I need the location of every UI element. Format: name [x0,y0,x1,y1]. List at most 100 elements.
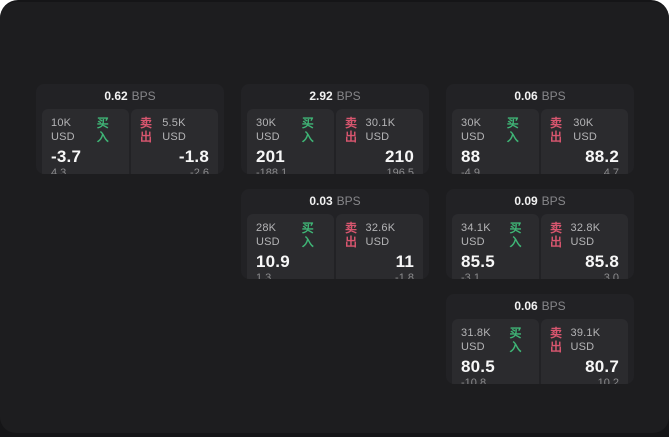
sell-label: 卖出 [345,221,358,249]
buy-change: -4.9 [461,167,480,174]
sell-change: -1.8 [395,272,414,279]
quote-card: 2.92 BPS 30K USD 买入 201 -188.1 卖出 30.1K … [241,84,429,174]
quote-card: 0.06 BPS 30K USD 买入 88 -4.9 卖出 30K USD 8… [446,84,634,174]
bps-value: 2.92 [309,89,333,103]
buy-amount: 28K USD [256,222,280,248]
buy-price: 88 [461,147,481,166]
buy-amount: 31.8K USD [461,327,491,353]
sell-label: 卖出 [550,326,563,354]
bps-value: 0.06 [514,299,538,313]
buy-price: -3.7 [51,147,82,166]
buy-change: -188.1 [256,167,288,174]
buy-label: 买入 [506,116,519,144]
buy-price: 10.9 [256,252,290,271]
buy-label: 买入 [301,116,314,144]
card-body: 30K USD 买入 201 -188.1 卖出 30.1K USD 210 1… [241,109,429,174]
sell-panel-header: 卖出 32.6K USD [345,221,414,249]
card-body: 34.1K USD 买入 85.5 -3.1 卖出 32.8K USD 85.8… [446,214,634,279]
card-body: 10K USD 买入 -3.7 4.3 卖出 5.5K USD -1.8 -2.… [36,109,224,174]
bps-unit-label: BPS [541,299,566,313]
card-header: 0.09 BPS [446,189,634,214]
quote-card: 0.09 BPS 34.1K USD 买入 85.5 -3.1 卖出 32.8K… [446,189,634,279]
sell-amount: 30K USD [573,117,598,143]
sell-panel[interactable]: 卖出 32.6K USD 11 -1.8 [336,214,423,279]
sell-price: 88.2 [585,147,619,166]
buy-panel-header: 34.1K USD 买入 [461,221,530,249]
buy-change: -10.8 [461,377,487,384]
buy-price: 80.5 [461,357,495,376]
bps-unit-label: BPS [336,194,361,208]
sell-price: 11 [395,252,414,271]
card-header: 0.03 BPS [241,189,429,214]
card-body: 30K USD 买入 88 -4.9 卖出 30K USD 88.2 4.7 [446,109,634,174]
card-body: 31.8K USD 买入 80.5 -10.8 卖出 39.1K USD 80.… [446,319,634,384]
sell-label: 卖出 [550,221,563,249]
buy-panel[interactable]: 30K USD 买入 201 -188.1 [247,109,334,174]
sell-label: 卖出 [550,116,563,144]
sell-panel-header: 卖出 39.1K USD [550,326,619,354]
buy-panel-header: 28K USD 买入 [256,221,325,249]
sell-panel[interactable]: 卖出 5.5K USD -1.8 -2.6 [131,109,218,174]
sell-label: 卖出 [345,116,358,144]
sell-panel-header: 卖出 5.5K USD [140,116,209,144]
bps-value: 0.03 [309,194,333,208]
sell-change: 4.7 [603,167,619,174]
buy-panel[interactable]: 31.8K USD 买入 80.5 -10.8 [452,319,539,384]
sell-panel[interactable]: 卖出 30K USD 88.2 4.7 [541,109,628,174]
card-header: 0.06 BPS [446,294,634,319]
bps-unit-label: BPS [541,194,566,208]
sell-panel-header: 卖出 30K USD [550,116,619,144]
sell-panel-header: 卖出 30.1K USD [345,116,414,144]
quote-card: 0.06 BPS 31.8K USD 买入 80.5 -10.8 卖出 39.1… [446,294,634,384]
sell-amount: 39.1K USD [570,327,601,353]
bps-value: 0.09 [514,194,538,208]
buy-label: 买入 [509,326,522,354]
buy-amount: 10K USD [51,117,75,143]
sell-price: -1.8 [178,147,209,166]
price-card-grid: 0.62 BPS 10K USD 买入 -3.7 4.3 卖出 5.5K USD… [36,84,634,384]
bps-unit-label: BPS [131,89,156,103]
sell-panel[interactable]: 卖出 30.1K USD 210 196.5 [336,109,423,174]
buy-panel[interactable]: 28K USD 买入 10.9 1.3 [247,214,334,279]
card-header: 2.92 BPS [241,84,429,109]
sell-change: -2.6 [190,167,209,174]
buy-panel-header: 31.8K USD 买入 [461,326,530,354]
bps-unit-label: BPS [336,89,361,103]
buy-change: 1.3 [256,272,272,279]
buy-change: 4.3 [51,167,67,174]
sell-change: 10.2 [597,377,619,384]
sell-change: 3.0 [603,272,619,279]
sell-panel[interactable]: 卖出 32.8K USD 85.8 3.0 [541,214,628,279]
buy-amount: 30K USD [461,117,485,143]
sell-amount: 32.8K USD [570,222,601,248]
buy-panel-header: 30K USD 买入 [461,116,530,144]
sell-change: 196.5 [386,167,414,174]
sell-price: 85.8 [585,252,619,271]
buy-change: -3.1 [461,272,480,279]
sell-price: 80.7 [585,357,619,376]
bps-unit-label: BPS [541,89,566,103]
quote-card: 0.62 BPS 10K USD 买入 -3.7 4.3 卖出 5.5K USD… [36,84,224,174]
buy-panel-header: 10K USD 买入 [51,116,120,144]
buy-panel[interactable]: 34.1K USD 买入 85.5 -3.1 [452,214,539,279]
buy-panel[interactable]: 30K USD 买入 88 -4.9 [452,109,539,174]
sell-price: 210 [385,147,414,166]
bps-value: 0.06 [514,89,538,103]
sell-panel[interactable]: 卖出 39.1K USD 80.7 10.2 [541,319,628,384]
card-header: 0.06 BPS [446,84,634,109]
buy-amount: 30K USD [256,117,280,143]
bps-value: 0.62 [104,89,128,103]
buy-price: 85.5 [461,252,495,271]
buy-label: 买入 [301,221,314,249]
buy-panel[interactable]: 10K USD 买入 -3.7 4.3 [42,109,129,174]
sell-panel-header: 卖出 32.8K USD [550,221,619,249]
sell-label: 卖出 [140,116,153,144]
buy-amount: 34.1K USD [461,222,491,248]
buy-label: 买入 [509,221,522,249]
sell-amount: 5.5K USD [162,117,187,143]
buy-panel-header: 30K USD 买入 [256,116,325,144]
sell-amount: 32.6K USD [365,222,396,248]
buy-price: 201 [256,147,285,166]
sell-amount: 30.1K USD [365,117,396,143]
